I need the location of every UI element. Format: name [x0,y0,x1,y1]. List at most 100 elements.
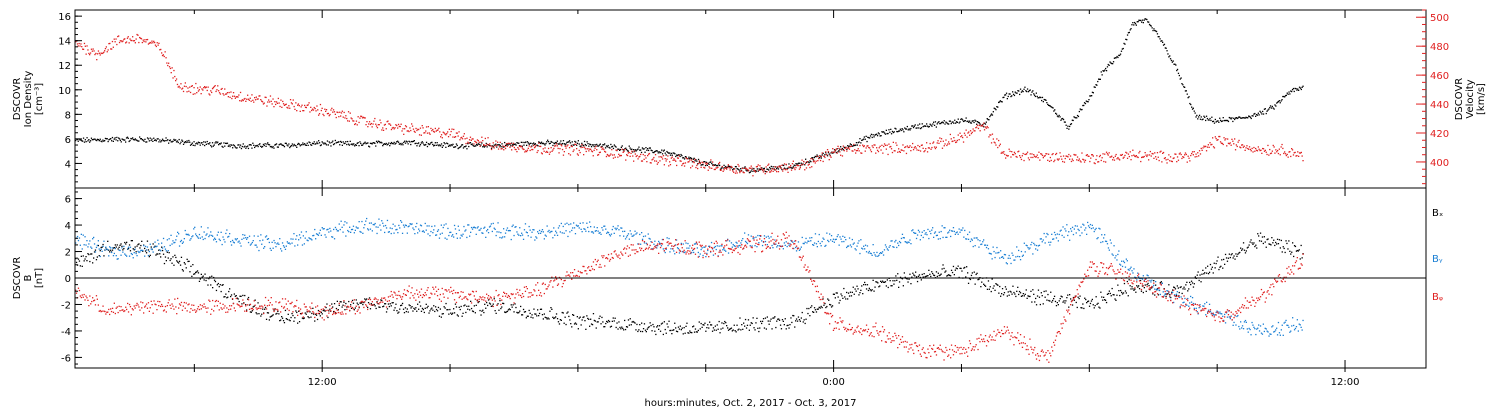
bx-point [907,281,909,283]
ion-density-point [813,156,815,159]
velocity-point [533,147,536,149]
by-point [797,241,800,243]
ion-density-point [737,168,739,170]
velocity-point [923,151,925,153]
ion-density-point [628,145,630,147]
bx-point [136,245,138,247]
by-point [790,239,792,242]
ion-density-point [1155,30,1158,33]
by-point [81,248,83,250]
velocity-point [1008,148,1010,150]
ion-density-point [1089,95,1091,97]
bx-point [1017,286,1019,288]
ion-density-point [170,141,172,143]
velocity-point [162,54,164,56]
by-point [192,235,194,237]
ion-density-point [1213,122,1216,124]
by-point [439,233,441,235]
by-point [649,238,651,240]
ion-density-point [524,141,526,144]
velocity-point [406,130,408,132]
ion-density-point [956,121,958,123]
by-point [568,223,570,226]
bx-point [526,315,528,317]
bx-point [371,304,373,306]
ion-density-point [311,144,313,146]
ion-density-point [266,143,268,145]
by-point [120,254,122,256]
by-point [846,246,848,249]
ion-density-point [822,152,824,154]
by-point [875,255,877,257]
ion-density-point [420,142,422,144]
velocity-point [959,132,961,134]
velocity-point [626,154,628,156]
ion-density-point [211,146,213,148]
ion-density-point [370,142,372,145]
velocity-point [594,147,596,149]
ion-density-point [80,139,82,141]
ion-density-point [203,141,205,143]
bx-point [486,301,488,304]
by-point [843,240,845,243]
by-point [193,228,195,230]
velocity-point [275,101,278,103]
velocity-point [718,162,720,165]
ion-density-point [251,147,253,149]
bx-point [746,324,749,326]
by-point [604,225,606,227]
bx-point [504,311,506,313]
velocity-point [1033,155,1036,157]
bx-point [367,306,369,309]
bx-point [441,313,443,315]
by-point [883,249,886,251]
bx-point [590,323,593,325]
velocity-point [107,49,109,51]
bx-point [597,321,599,323]
velocity-point [828,159,830,161]
by-point [566,222,568,224]
by-point [829,233,831,235]
velocity-point [228,91,230,94]
ion-density-point [1081,108,1083,111]
by-point [209,234,211,236]
ion-density-point [591,144,594,146]
velocity-point [1279,154,1281,156]
bx-point [744,318,747,321]
ion-density-point [565,143,567,145]
velocity-point [889,146,891,148]
bx-point [1018,290,1021,293]
bx-point [1176,285,1178,287]
velocity-point [890,148,893,150]
by-point [311,239,313,241]
bx-point [1016,290,1018,292]
velocity-point [710,159,712,161]
bx-point [1011,293,1013,295]
by-point [264,246,266,248]
by-point [819,242,821,245]
velocity-point [94,53,96,56]
velocity-point [515,148,517,151]
by-point [642,235,645,238]
bx-point [503,302,505,305]
bx-point [605,322,607,325]
velocity-point [1165,159,1167,161]
by-point [877,255,879,257]
velocity-point [547,147,550,150]
bx-point [276,312,278,315]
bx-point [1026,297,1028,299]
ion-density-point [924,125,926,127]
ion-density-point [1209,117,1211,120]
ion-density-point [263,144,265,147]
ion-density-point [1291,89,1294,91]
velocity-point [310,106,312,108]
bx-point [158,249,160,251]
velocity-point [842,145,844,147]
by-point [714,245,716,248]
velocity-point [756,165,758,168]
ion-density-point [995,109,997,111]
ion-density-point [561,142,564,145]
ion-density-point [1184,86,1186,88]
bx-point [629,318,631,320]
ion-density-point [1274,104,1276,106]
